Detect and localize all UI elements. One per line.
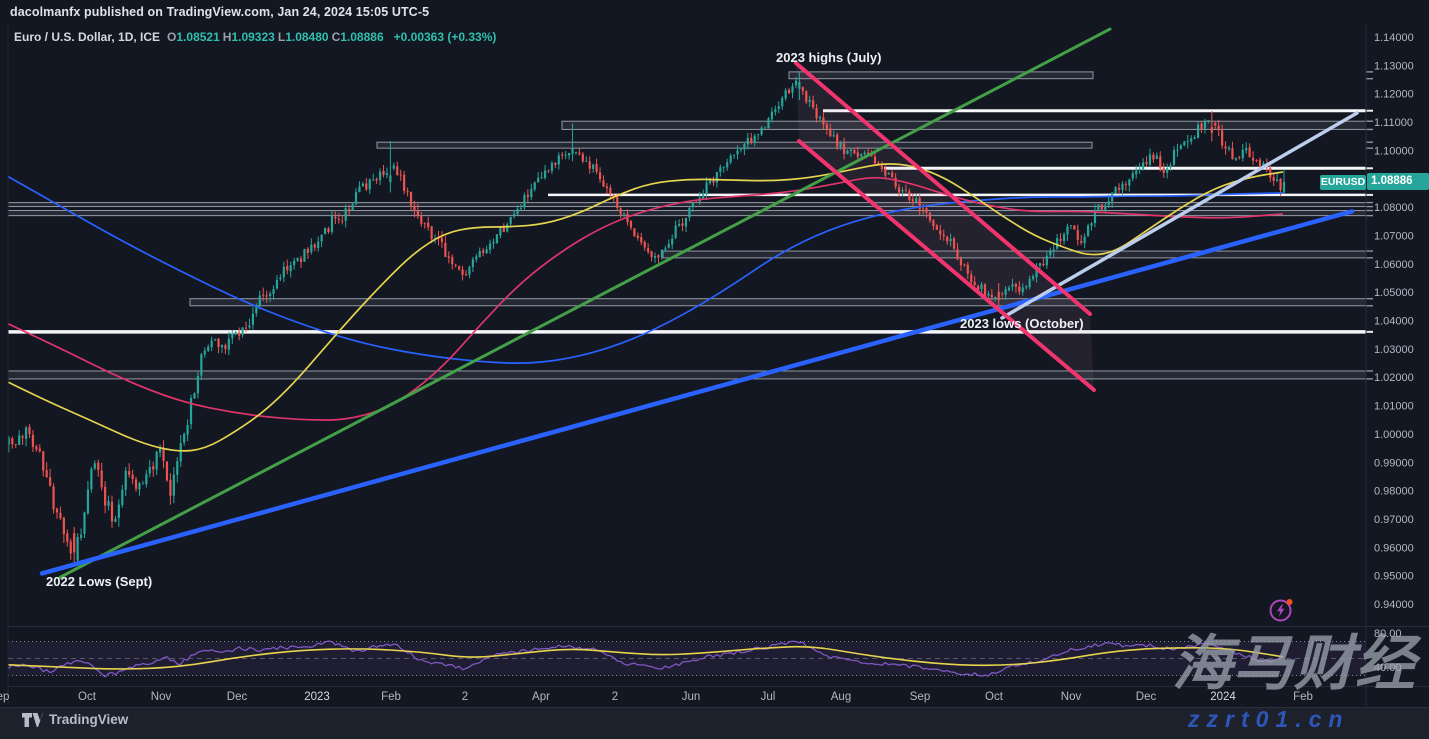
svg-text:1.00000: 1.00000 xyxy=(1374,429,1414,441)
price-axis[interactable]: 1.14000 1.13000 1.12000 1.11000 1.10000 1.080… xyxy=(1366,32,1414,674)
svg-text:Sep: Sep xyxy=(910,691,930,703)
publish-byline: dacolmanfx published on TradingView.com,… xyxy=(10,5,430,19)
lightning-icon xyxy=(1277,604,1285,617)
svg-text:Feb: Feb xyxy=(1293,691,1313,703)
svg-text:2: 2 xyxy=(612,691,618,703)
svg-text:1.03000: 1.03000 xyxy=(1374,344,1414,356)
svg-text:Jul: Jul xyxy=(761,691,776,703)
time-axis[interactable]: ep Oct Nov Dec 2023 Feb 2 Apr 2 Jun Jul Aug Sep Oct No… xyxy=(0,691,1313,703)
svg-text:Nov: Nov xyxy=(1061,691,1082,703)
pink-channel-upper xyxy=(794,61,1092,316)
svg-text:Nov: Nov xyxy=(151,691,172,703)
svg-text:Apr: Apr xyxy=(532,691,550,703)
change-value: +0.00363 (+0.33%) xyxy=(393,30,497,44)
chart-legend: Euro / U.S. Dollar, 1D, ICE O1.08521 H1.0… xyxy=(14,30,496,44)
candles-layer xyxy=(8,72,1286,566)
svg-text:1.13000: 1.13000 xyxy=(1374,60,1414,72)
svg-text:Aug: Aug xyxy=(831,691,851,703)
svg-text:Oct: Oct xyxy=(985,691,1004,703)
svg-text:1.01000: 1.01000 xyxy=(1374,401,1414,413)
pane-separators xyxy=(7,25,1429,706)
ohlc-item: L1.08480 xyxy=(277,30,329,44)
rsi-line xyxy=(8,640,1281,678)
icon-circle xyxy=(1269,599,1292,622)
svg-text:0.96000: 0.96000 xyxy=(1374,542,1414,554)
svg-text:Feb: Feb xyxy=(381,691,401,703)
svg-text:1.12000: 1.12000 xyxy=(1374,89,1414,101)
ohlc-values: O1.08521 H1.09323 L1.08480 C1.08886 xyxy=(167,30,387,44)
pink-channel-lower xyxy=(797,139,1096,392)
ohlc-item: O1.08521 xyxy=(167,30,220,44)
svg-text:Dec: Dec xyxy=(227,691,248,703)
footer-bar xyxy=(0,707,1429,739)
svg-text:0.95000: 0.95000 xyxy=(1374,571,1414,583)
svg-text:40.00: 40.00 xyxy=(1374,662,1402,674)
tv-logo-text: TradingView xyxy=(49,712,129,727)
svg-text:1.04000: 1.04000 xyxy=(1374,316,1414,328)
annotation-2022-lows: 2022 Lows (Sept) xyxy=(46,574,153,589)
svg-text:1.11000: 1.11000 xyxy=(1374,117,1413,129)
symbol-title[interactable]: Euro / U.S. Dollar, 1D, ICE xyxy=(14,30,161,44)
svg-text:1.05000: 1.05000 xyxy=(1374,287,1414,299)
lavender-uptrend xyxy=(1000,111,1359,320)
green-uptrend xyxy=(58,27,1112,579)
trendlines-layer xyxy=(39,27,1359,579)
rsi-pane xyxy=(8,640,1366,678)
svg-text:1.14000: 1.14000 xyxy=(1374,32,1414,44)
svg-text:ep: ep xyxy=(0,691,9,703)
symbol-badge: EURUSD xyxy=(1320,175,1366,190)
watermark-url: zzrt01.cn xyxy=(1188,706,1350,732)
support-resistance-zones xyxy=(8,71,1366,380)
svg-text:0.98000: 0.98000 xyxy=(1374,486,1414,498)
moving-averages-layer xyxy=(8,163,1284,452)
svg-text:2023: 2023 xyxy=(304,691,330,703)
rsi-ma-line xyxy=(8,645,1284,670)
svg-text:1.06000: 1.06000 xyxy=(1374,259,1414,271)
svg-text:2024: 2024 xyxy=(1210,691,1236,703)
last-price-label: 1.08886 xyxy=(1367,173,1429,190)
svg-text:0.94000: 0.94000 xyxy=(1374,599,1414,611)
svg-text:1.10000: 1.10000 xyxy=(1374,145,1414,157)
annotation-2023-highs: 2023 highs (July) xyxy=(776,50,882,65)
svg-text:0.97000: 0.97000 xyxy=(1374,514,1414,526)
blue-uptrend xyxy=(39,209,1355,576)
svg-text:1.07000: 1.07000 xyxy=(1374,230,1414,242)
notification-dot xyxy=(1286,599,1293,605)
svg-text:Jun: Jun xyxy=(682,691,701,703)
watermark-cjk: 海马财经 xyxy=(1172,630,1416,697)
svg-text:Dec: Dec xyxy=(1136,691,1157,703)
svg-text:0.99000: 0.99000 xyxy=(1374,457,1414,469)
ohlc-item: H1.09323 xyxy=(222,30,275,44)
svg-text:2: 2 xyxy=(462,691,468,703)
tv-logo-icon xyxy=(22,712,43,727)
ohlc-item: C1.08886 xyxy=(331,30,384,44)
boost-alert-icon[interactable] xyxy=(1268,597,1295,624)
annotation-2023-lows: 2023 lows (October) xyxy=(960,316,1084,331)
svg-text:1.02000: 1.02000 xyxy=(1374,372,1414,384)
tradingview-logo[interactable]: TradingView xyxy=(22,712,128,727)
svg-text:1.08000: 1.08000 xyxy=(1374,202,1414,214)
svg-text:80.00: 80.00 xyxy=(1374,628,1402,640)
svg-text:Oct: Oct xyxy=(78,691,97,703)
